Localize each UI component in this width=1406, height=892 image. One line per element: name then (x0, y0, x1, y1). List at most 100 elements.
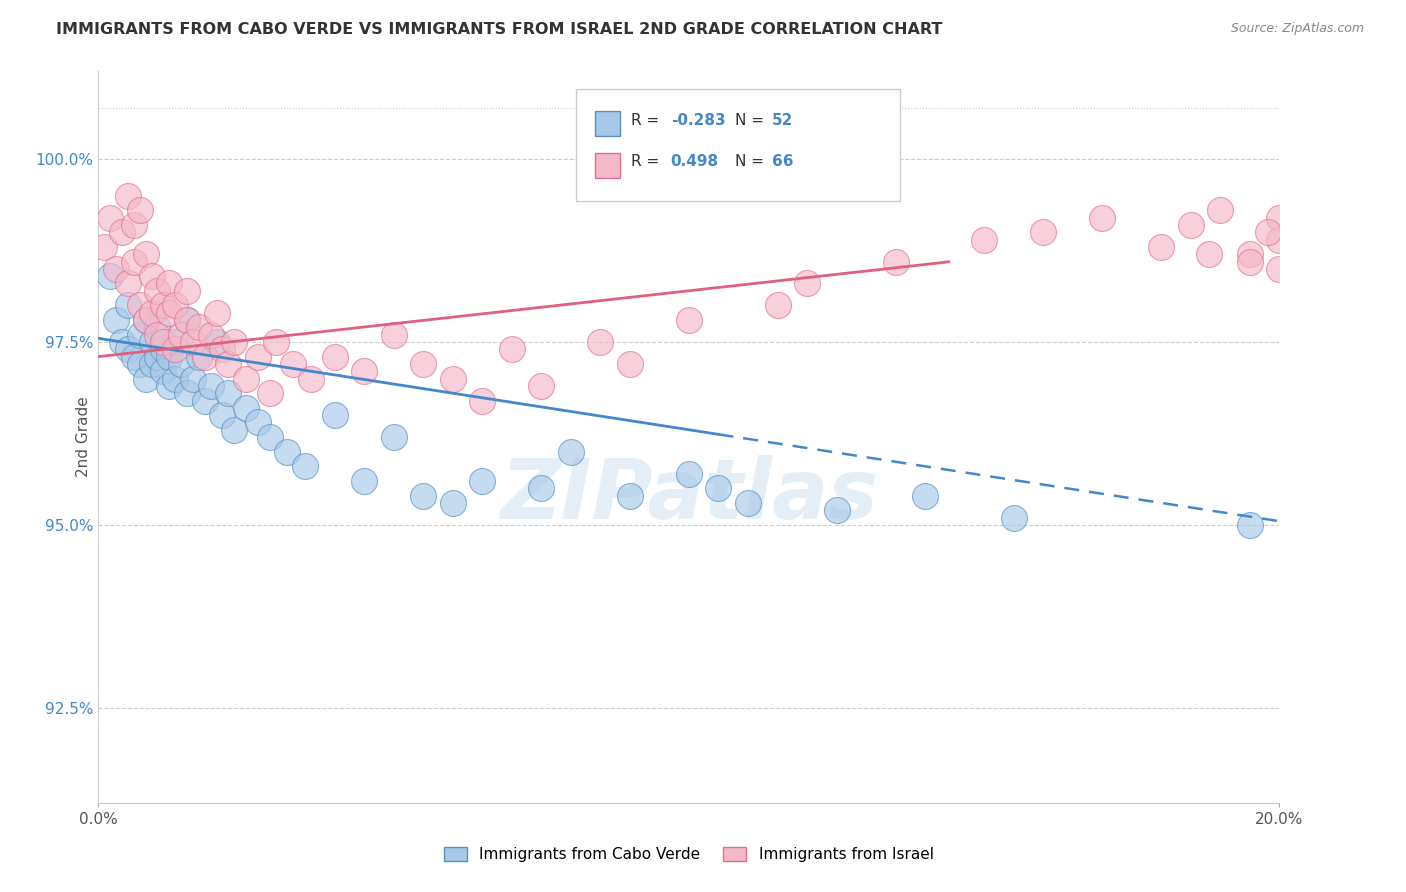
Point (235, 371, 257, 385)
Point (1239, 247, 1261, 261)
Point (165, 298, 187, 312)
Point (560, 444, 582, 458)
Text: IMMIGRANTS FROM CABO VERDE VS IMMIGRANTS FROM ISRAEL 2ND GRADE CORRELATION CHART: IMMIGRANTS FROM CABO VERDE VS IMMIGRANTS… (56, 22, 942, 37)
Point (152, 298, 174, 312)
Point (152, 364, 174, 378)
Point (135, 371, 157, 385)
Point (176, 386, 198, 401)
Point (165, 371, 187, 385)
Point (796, 277, 818, 291)
Point (176, 313, 198, 327)
Point (165, 343, 187, 357)
Point (1268, 261, 1291, 276)
Point (224, 423, 246, 437)
Point (501, 343, 523, 357)
Point (530, 379, 553, 393)
Point (157, 277, 180, 291)
Point (200, 379, 222, 393)
Point (194, 393, 217, 408)
Point (294, 459, 316, 474)
Point (135, 247, 157, 261)
Point (165, 334, 187, 349)
Text: 66: 66 (772, 154, 793, 169)
Point (1032, 225, 1054, 239)
Point (619, 357, 641, 371)
Text: R =: R = (631, 113, 665, 128)
Point (235, 401, 257, 415)
Point (224, 334, 246, 349)
Point (825, 503, 848, 517)
Point (200, 327, 222, 342)
Point (441, 496, 464, 510)
Point (471, 474, 494, 488)
Point (323, 350, 346, 364)
Point (276, 444, 298, 458)
Point (141, 306, 163, 320)
Text: 52: 52 (772, 113, 793, 128)
Point (884, 254, 907, 268)
Point (246, 416, 269, 430)
Point (117, 277, 139, 291)
Text: N =: N = (735, 154, 769, 169)
Point (382, 327, 405, 342)
Point (217, 357, 239, 371)
Point (157, 350, 180, 364)
Point (135, 313, 157, 327)
Point (98, 269, 121, 284)
Point (93, 240, 115, 254)
Point (141, 269, 163, 284)
Point (619, 489, 641, 503)
Point (412, 357, 434, 371)
Point (205, 334, 228, 349)
Point (766, 298, 789, 312)
Point (707, 481, 730, 495)
Point (194, 350, 217, 364)
Text: -0.283: -0.283 (671, 113, 725, 128)
Point (122, 218, 145, 232)
Point (187, 350, 209, 364)
Point (1257, 225, 1279, 239)
Point (1002, 510, 1025, 524)
Point (128, 357, 150, 371)
Text: ZIPatlas: ZIPatlas (501, 455, 877, 536)
Point (141, 334, 163, 349)
Point (1239, 517, 1261, 532)
Point (283, 357, 305, 371)
Point (737, 496, 759, 510)
Point (353, 474, 375, 488)
Point (176, 313, 198, 327)
Point (1268, 211, 1291, 225)
Point (128, 298, 150, 312)
Point (323, 408, 346, 422)
Point (111, 225, 134, 239)
Point (146, 327, 169, 342)
Point (259, 430, 281, 444)
Legend: Immigrants from Cabo Verde, Immigrants from Israel: Immigrants from Cabo Verde, Immigrants f… (439, 841, 939, 868)
Point (1150, 240, 1173, 254)
Text: N =: N = (735, 113, 769, 128)
Point (157, 306, 180, 320)
Point (152, 343, 174, 357)
Point (205, 306, 228, 320)
Point (181, 334, 204, 349)
Point (382, 430, 405, 444)
Point (264, 334, 287, 349)
Point (259, 386, 281, 401)
Point (141, 357, 163, 371)
Point (122, 350, 145, 364)
Point (111, 334, 134, 349)
Point (1198, 247, 1220, 261)
Point (117, 188, 139, 202)
Point (1268, 233, 1291, 247)
Point (211, 408, 233, 422)
Point (170, 357, 193, 371)
Point (1180, 218, 1202, 232)
Point (117, 343, 139, 357)
Point (146, 284, 169, 298)
Point (117, 298, 139, 312)
Point (1091, 211, 1114, 225)
Point (181, 371, 204, 385)
Point (217, 386, 239, 401)
Point (105, 261, 128, 276)
Point (530, 481, 553, 495)
